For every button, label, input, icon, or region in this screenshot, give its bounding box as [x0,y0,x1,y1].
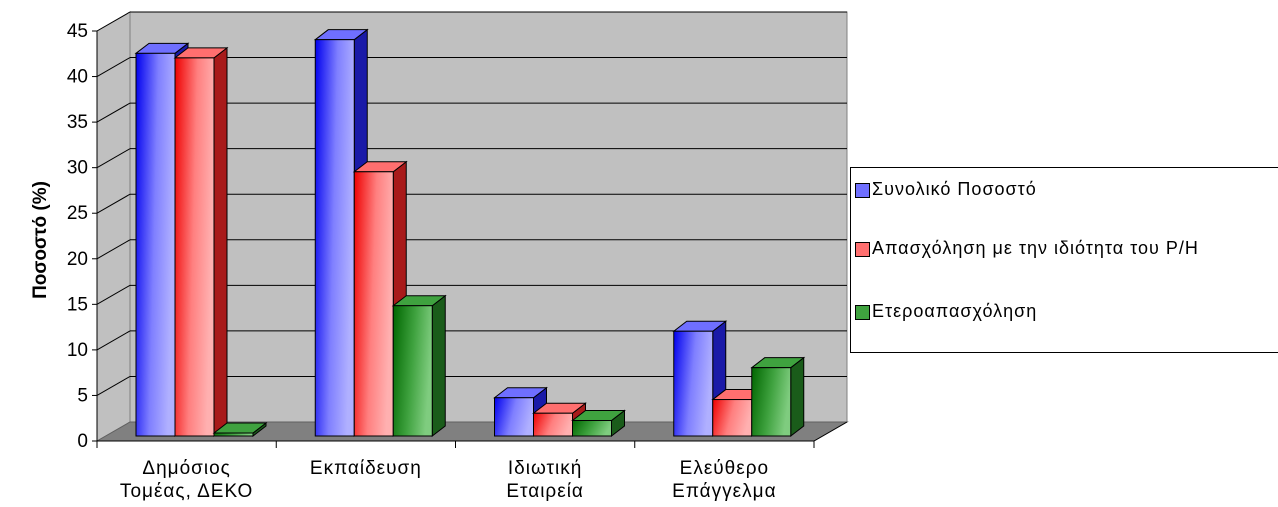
x-tick-label: Επάγγελμα [672,481,776,502]
legend: Συνολικό Ποσοστό Απασχόληση με την ιδιότη… [850,167,1278,353]
gridline-side [96,11,131,32]
bar [174,57,215,437]
y-tick-label: 0 [77,431,88,452]
x-tick-label: Τομέας, ΔΕΚΟ [120,481,253,502]
y-tick-label: 30 [67,158,88,179]
bar [751,367,792,437]
gridline-side [96,376,131,396]
y-tick-label: 20 [67,249,88,270]
legend-swatch [855,305,870,320]
bar [135,52,176,437]
legend-label: Απασχόληση με την ιδιότητα του Ρ/Η [872,238,1199,258]
gridline-side [96,193,131,214]
bar [533,412,573,437]
y-tick-label: 15 [67,294,88,315]
y-tick-label: 45 [67,21,88,42]
y-tick-label: 10 [67,340,88,361]
y-tick-label: 35 [67,112,88,133]
legend-item: Απασχόληση με την ιδιότητα του Ρ/Η [855,238,1232,259]
legend-item: Συνολικό Ποσοστό [855,179,1232,200]
y-tick-label: 25 [67,203,88,224]
bar [494,397,534,437]
bar [673,330,714,437]
bar [353,171,394,437]
gridline-side [96,148,131,169]
gridlines [96,11,847,396]
bar-side [431,294,446,438]
legend-label: Ετεροαπασχόληση [872,301,1038,321]
bar [572,420,612,437]
bar [314,39,355,437]
bar-side [790,356,805,438]
bar [712,399,753,437]
x-axis-depth [813,421,848,442]
gridline-side [96,102,131,123]
gridline-side [96,57,131,77]
gridline-side [96,284,131,305]
legend-label: Συνολικό Ποσοστό [872,179,1037,199]
y-axis-label: Ποσοστό (%) [30,181,51,299]
x-tick-label: Ιδιωτική [508,458,582,479]
legend-item: Ετεροαπασχόληση [855,301,1232,322]
bar-side [213,46,228,438]
bar [392,305,433,437]
axes [92,30,848,448]
legend-swatch [855,183,870,198]
gridline-side [96,330,131,351]
y-tick-label: 40 [67,67,88,88]
x-tick-label: Ελεύθερο [680,458,769,479]
x-tick-label: Εκπαίδευση [310,458,422,479]
back-wall [129,11,848,423]
y-tick-labels: 0 5 10 15 20 25 30 35 40 45 [67,21,88,452]
bar [213,432,254,437]
x-tick-label: Εταιρεία [506,481,584,502]
x-tick-label: Δημόσιος [142,458,230,479]
side-wall [96,11,131,442]
y-tick-label: 5 [77,385,88,406]
bars [134,28,806,438]
gridline-side [96,239,131,260]
legend-swatch [855,242,870,257]
